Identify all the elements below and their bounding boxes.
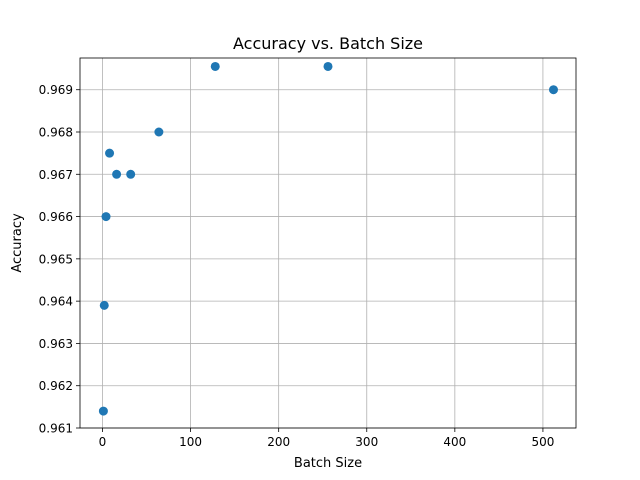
x-tick-label: 500 bbox=[531, 435, 554, 449]
y-tick-label: 0.964 bbox=[39, 295, 73, 309]
data-points bbox=[98, 61, 558, 416]
data-point bbox=[210, 61, 220, 71]
y-axis-label: Accuracy bbox=[10, 213, 25, 273]
x-tick-label: 300 bbox=[355, 435, 378, 449]
data-point bbox=[105, 148, 115, 158]
y-tick-label: 0.969 bbox=[39, 83, 73, 97]
y-tick-label: 0.965 bbox=[39, 252, 73, 266]
data-point bbox=[548, 85, 558, 95]
y-tick-label: 0.966 bbox=[39, 210, 73, 224]
data-point bbox=[154, 127, 164, 137]
x-axis: 0 100 200 300 400 500 bbox=[99, 428, 554, 449]
y-tick-label: 0.962 bbox=[39, 379, 73, 393]
data-point bbox=[101, 212, 111, 222]
data-point bbox=[126, 169, 136, 179]
chart-title: Accuracy vs. Batch Size bbox=[233, 34, 423, 53]
x-axis-label: Batch Size bbox=[294, 456, 362, 471]
plot-area bbox=[79, 57, 577, 429]
y-tick-label: 0.961 bbox=[39, 422, 73, 436]
x-tick-label: 400 bbox=[443, 435, 466, 449]
x-tick-label: 100 bbox=[179, 435, 202, 449]
data-point bbox=[323, 61, 333, 71]
data-point bbox=[99, 300, 109, 310]
x-tick-label: 0 bbox=[99, 435, 107, 449]
y-tick-label: 0.967 bbox=[39, 168, 73, 182]
grid bbox=[80, 58, 576, 429]
y-tick-label: 0.963 bbox=[39, 337, 73, 351]
y-axis: 0.961 0.962 0.963 0.964 0.965 0.966 0.967 0.968… bbox=[39, 83, 80, 436]
y-tick-label: 0.968 bbox=[39, 126, 73, 140]
x-tick-label: 200 bbox=[267, 435, 290, 449]
data-point bbox=[98, 406, 108, 416]
data-point bbox=[112, 169, 122, 179]
